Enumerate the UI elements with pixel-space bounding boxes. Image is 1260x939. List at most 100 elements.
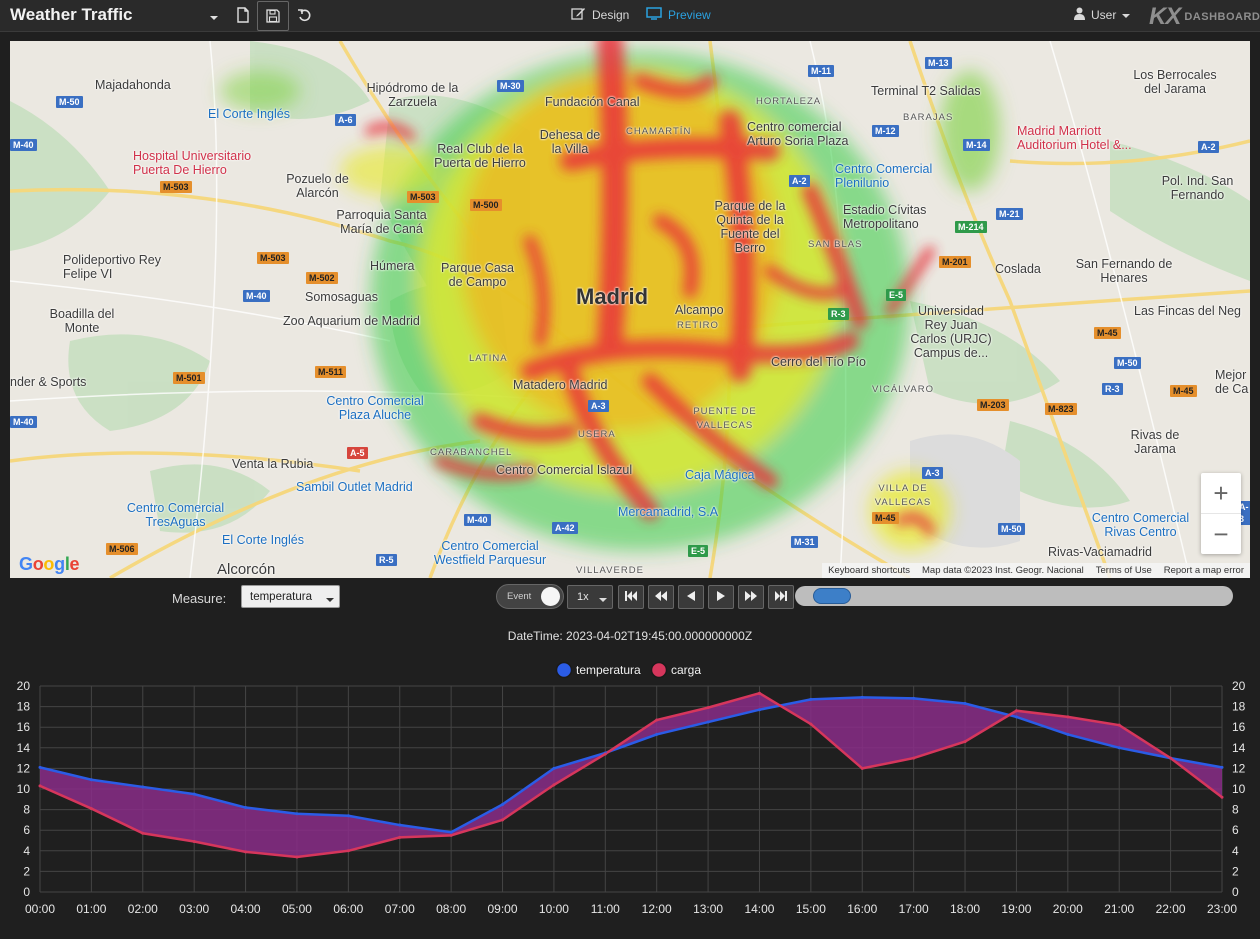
place-label[interactable]: Mercamadrid, S.A [618, 505, 719, 519]
y-tick-label-right: 18 [1232, 700, 1246, 714]
place-label[interactable]: Madrid Marriott Auditorium Hotel &... [1017, 124, 1132, 152]
play-button[interactable] [708, 585, 734, 609]
tab-design[interactable]: Design [571, 7, 629, 23]
google-logo-letter: o [43, 554, 55, 574]
place-label[interactable]: Zoo Aquarium de Madrid [283, 314, 420, 328]
fast-forward-icon [745, 588, 757, 606]
user-icon [1074, 7, 1085, 23]
road-badge: M-506 [106, 543, 138, 555]
data-point-temperatura [501, 802, 505, 806]
x-tick-label: 08:00 [436, 902, 466, 916]
data-point-temperatura [706, 720, 710, 724]
road-badge: M-503 [407, 191, 439, 203]
tab-preview[interactable]: Preview [646, 7, 711, 23]
place-label[interactable]: Centro Comercial Rivas Centro [1091, 511, 1190, 539]
place-label[interactable]: Estadio Cívitas Metropolitano [843, 203, 927, 231]
data-point-temperatura [1117, 746, 1121, 750]
y-tick-label-left: 6 [23, 823, 30, 837]
timeline-slider-thumb[interactable] [812, 588, 851, 604]
road-badge: M-31 [791, 536, 818, 548]
district-label: PUENTE DE VALLECAS [693, 406, 757, 431]
place-label[interactable]: Matadero Madrid [513, 378, 608, 392]
google-logo-letter: o [32, 554, 44, 574]
user-menu[interactable]: User [1074, 7, 1131, 23]
road-badge: M-13 [925, 57, 952, 69]
event-toggle-label: Event [507, 591, 532, 602]
road-badge: M-40 [464, 514, 491, 526]
place-label: Alcorcón [217, 561, 276, 578]
place-label[interactable]: Fundación Canal [545, 95, 640, 109]
road-badge: E-5 [688, 545, 709, 557]
skip-to-start-button[interactable] [618, 585, 644, 609]
place-label[interactable]: Terminal T2 Salidas [871, 84, 981, 98]
place-label[interactable]: Parque de la Quinta de la Fuente del Ber… [714, 199, 786, 255]
place-label[interactable]: Hipódromo de la Zarzuela [366, 81, 459, 109]
x-tick-label: 10:00 [539, 902, 569, 916]
place-label[interactable]: Dehesa de la Villa [539, 128, 601, 156]
measure-select[interactable]: temperatura [241, 585, 340, 608]
place-label[interactable]: Parque Casa de Campo [441, 261, 514, 289]
rewind-button[interactable] [648, 585, 674, 609]
x-tick-label: 18:00 [950, 902, 980, 916]
chevron-down-icon[interactable] [209, 9, 219, 27]
google-logo: Google [19, 554, 80, 575]
road-badge: M-823 [1045, 403, 1077, 415]
x-tick-label: 09:00 [488, 902, 518, 916]
place-label[interactable]: Centro Comercial Westfield Parquesur [433, 539, 547, 567]
x-tick-label: 02:00 [128, 902, 158, 916]
toggle-knob [541, 587, 560, 606]
place-label[interactable]: Universidad Rey Juan Carlos (URJC) Campu… [910, 304, 992, 360]
event-toggle[interactable]: Event [496, 584, 564, 609]
heatmap-map[interactable]: Majadahonda El Corte Inglés Hipódromo de… [10, 41, 1250, 578]
data-point-carga [398, 835, 402, 839]
speed-select-value: 1x [577, 591, 589, 603]
undo-icon[interactable] [293, 4, 315, 26]
new-file-icon[interactable] [232, 4, 254, 26]
keyboard-shortcuts-link[interactable]: Keyboard shortcuts [828, 565, 911, 576]
x-tick-label: 16:00 [847, 902, 877, 916]
place-label[interactable]: Sambil Outlet Madrid [296, 480, 413, 494]
user-menu-label: User [1091, 8, 1117, 22]
place-label[interactable]: Alcampo [675, 303, 724, 317]
chevron-down-icon [599, 594, 607, 606]
data-point-temperatura [757, 708, 761, 712]
x-tick-label: 13:00 [693, 902, 723, 916]
zoom-out-button[interactable]: − [1213, 518, 1229, 549]
road-badge: A-3 [588, 400, 609, 412]
timeline-slider[interactable] [795, 586, 1233, 606]
step-back-button[interactable] [678, 585, 704, 609]
district-label: SAN BLAS [808, 239, 863, 250]
place-label[interactable]: Cerro del Tío Pío [771, 355, 866, 369]
district-label: HORTALEZA [756, 96, 822, 107]
place-label[interactable]: nder & Sports [10, 375, 87, 389]
place-label[interactable]: Centro comercial Arturo Soria Plaza [747, 120, 849, 148]
place-label[interactable]: Hospital Universitario Puerta De Hierro [133, 149, 252, 177]
zoom-in-button[interactable]: + [1201, 473, 1241, 514]
place-label[interactable]: Las Fincas del Neg [1134, 304, 1242, 318]
place-label[interactable]: Centro Comercial Plaza Aluche [326, 394, 424, 422]
y-tick-label-right: 2 [1232, 864, 1239, 878]
data-point-carga [295, 855, 299, 859]
place-label[interactable]: Centro Comercial Plenilunio [835, 162, 933, 190]
place-label[interactable]: Centro Comercial TresAguas [126, 501, 225, 529]
report-map-error-link[interactable]: Report a map error [1163, 565, 1244, 576]
place-label[interactable]: Centro Comercial Islazul [496, 463, 633, 477]
data-point-carga [912, 756, 916, 760]
place-label[interactable]: El Corte Inglés [222, 533, 304, 547]
place-label[interactable]: Real Club de la Puerta de Hierro [434, 142, 526, 170]
x-tick-label: 01:00 [76, 902, 106, 916]
place-label[interactable]: Caja Mágica [685, 468, 755, 482]
map-data-text: Map data ©2023 Inst. Geogr. Nacional [922, 565, 1084, 576]
y-tick-label-left: 2 [23, 864, 30, 878]
skip-to-end-button[interactable] [768, 585, 794, 609]
dashboard-title[interactable]: Weather Traffic [10, 5, 133, 24]
terms-of-use-link[interactable]: Terms of Use [1095, 565, 1152, 576]
fast-forward-button[interactable] [738, 585, 764, 609]
place-label[interactable]: Polideportivo Rey Felipe VI [63, 253, 161, 281]
save-button[interactable] [257, 1, 289, 31]
place-label[interactable]: El Corte Inglés [208, 107, 290, 121]
data-point-carga [449, 833, 453, 837]
road-badge: M-11 [808, 65, 835, 77]
district-label: BARAJAS [903, 112, 954, 123]
speed-select[interactable]: 1x [567, 585, 613, 609]
